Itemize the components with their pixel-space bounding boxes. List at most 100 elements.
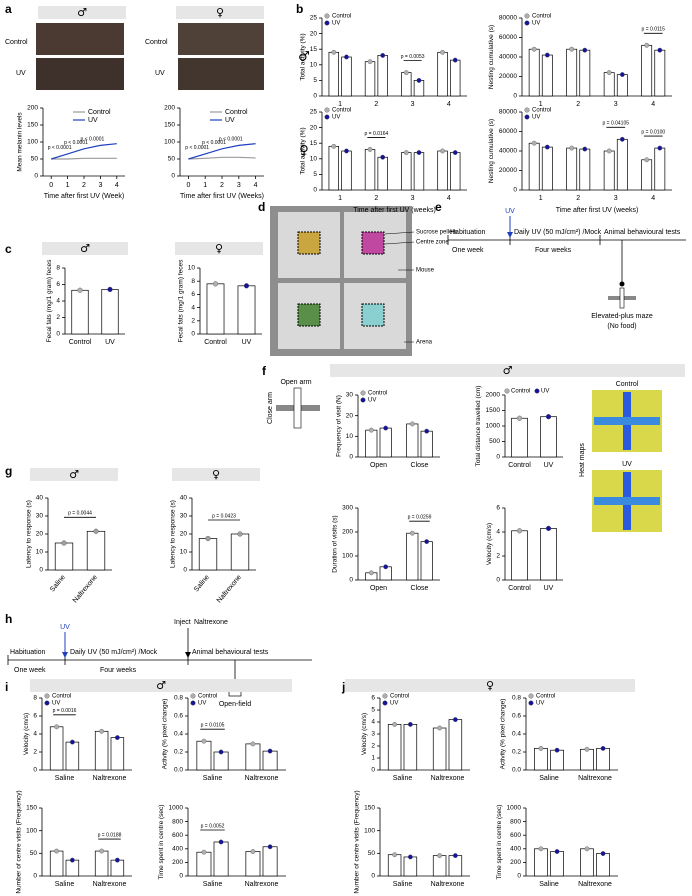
bar-mean-dot — [437, 853, 443, 858]
bar — [550, 851, 564, 877]
y-tick-label: 150 — [164, 122, 175, 129]
bar-mean-dot — [619, 136, 625, 142]
legend-label: UV — [368, 398, 376, 404]
y-axis-label: Mean melanin levels — [17, 112, 24, 172]
bar-mean-dot — [437, 725, 443, 731]
y-tick-label: 0 — [39, 567, 43, 574]
heatmap-label: UV — [622, 461, 632, 468]
y-tick-label: 100 — [26, 827, 37, 834]
p-value: p = 0.0105 — [201, 723, 225, 729]
x-tick-label: Saline — [49, 574, 67, 593]
bar — [616, 138, 628, 191]
bar — [377, 156, 388, 191]
bar-mean-dot — [218, 749, 224, 755]
bar-mean-dot — [531, 46, 537, 52]
heatmap-arm — [594, 497, 660, 505]
legend-label: Control — [198, 694, 217, 700]
y-tick-label: 0 — [349, 454, 353, 461]
bar-mean-dot — [205, 535, 211, 542]
timeline-label: One week — [452, 247, 484, 254]
arena-d: Sucrose pellets Centre zone Mouse Arena — [270, 206, 457, 356]
bar-mean-dot — [440, 49, 445, 55]
legend-swatch — [190, 693, 196, 699]
y-tick-label: 0.8 — [512, 695, 521, 702]
bar — [364, 149, 376, 191]
y-tick-label: 60000 — [499, 128, 517, 135]
y-tick-label: 8 — [191, 278, 195, 285]
bar — [54, 542, 74, 571]
bar — [196, 740, 212, 771]
y-tick-label: 60000 — [499, 34, 517, 41]
x-tick-label: 2 — [82, 182, 86, 189]
p-value: p < 0.0001 — [64, 140, 88, 146]
bar — [237, 285, 256, 335]
bar-mean-dot — [619, 72, 625, 77]
y-tick-label: 4 — [371, 719, 375, 726]
bar-mean-dot — [584, 846, 590, 852]
y-tick-label: 40000 — [499, 54, 517, 61]
bar — [534, 748, 548, 771]
bar-mean-dot — [424, 428, 430, 434]
bar — [540, 416, 557, 458]
bar — [511, 417, 528, 458]
legend-swatch — [324, 114, 330, 120]
bar — [596, 853, 610, 877]
x-tick-label: 2 — [576, 101, 580, 108]
x-tick-label: Naltrexone — [431, 775, 465, 782]
bar — [580, 848, 594, 877]
x-tick-label: Control — [204, 339, 227, 346]
y-axis-label: Time spent in centre (sec) — [158, 805, 165, 880]
legend-swatch — [534, 388, 540, 394]
y-axis-label: Nesting cumulative (s) — [488, 119, 495, 183]
bar — [437, 150, 448, 191]
y-tick-label: 25 — [310, 15, 318, 22]
y-tick-label: 400 — [510, 846, 521, 853]
centre-zone — [361, 303, 385, 327]
x-tick-label: Open — [370, 462, 387, 469]
y-tick-label: 0 — [183, 567, 187, 574]
timeline-e: Habituation One week UV Daily UV (50 mJ/… — [447, 208, 686, 330]
maze-f: Open arm Close arm — [267, 379, 320, 429]
bar — [550, 749, 564, 771]
title-box — [330, 364, 685, 377]
bar-mean-dot — [416, 78, 422, 83]
x-tick-label: 0 — [49, 182, 53, 189]
bar-mean-dot — [531, 140, 537, 146]
y-axis-label: Velocity (cm/s) — [23, 713, 30, 755]
legend-swatch — [524, 114, 530, 120]
legend-label: Control — [368, 391, 387, 397]
bar-mean-dot — [114, 735, 120, 740]
bar — [49, 726, 64, 771]
bar-mean-dot — [331, 49, 337, 55]
y-tick-label: 100 — [164, 139, 175, 146]
y-tick-label: 2000 — [486, 392, 501, 399]
x-tick-label: Control — [69, 339, 92, 346]
bar-mean-dot — [267, 748, 273, 754]
p-value: p = 0.0259 — [408, 515, 432, 521]
bar — [579, 49, 591, 97]
p-value: p = 0.0053 — [401, 54, 425, 60]
bar-mean-dot — [392, 722, 398, 727]
timeline-label: Elevated-plus maze — [591, 313, 653, 320]
y-tick-label: 20 — [180, 531, 188, 538]
timeline-label: Four weeks — [535, 247, 572, 254]
bar-mean-dot — [657, 145, 663, 151]
x-tick-label: 3 — [411, 195, 415, 202]
y-tick-label: 20000 — [499, 73, 517, 80]
photo — [36, 23, 124, 55]
close-arm — [293, 387, 302, 429]
data-line — [188, 143, 256, 160]
photo-label: Control — [145, 39, 168, 46]
chart-title: ♀ — [216, 6, 224, 19]
legend-swatch — [504, 388, 510, 394]
bar — [413, 152, 425, 191]
chart-title: ♂ — [80, 242, 90, 255]
y-tick-label: 5 — [313, 77, 317, 84]
bar — [245, 743, 261, 771]
bar — [566, 147, 578, 191]
timeline-label: Daily UV (50 mJ/cm²) /Mock — [514, 229, 602, 236]
y-tick-label: 0 — [179, 873, 183, 880]
y-tick-label: 0 — [496, 577, 500, 584]
data-line — [51, 157, 117, 160]
data-line — [51, 143, 117, 160]
